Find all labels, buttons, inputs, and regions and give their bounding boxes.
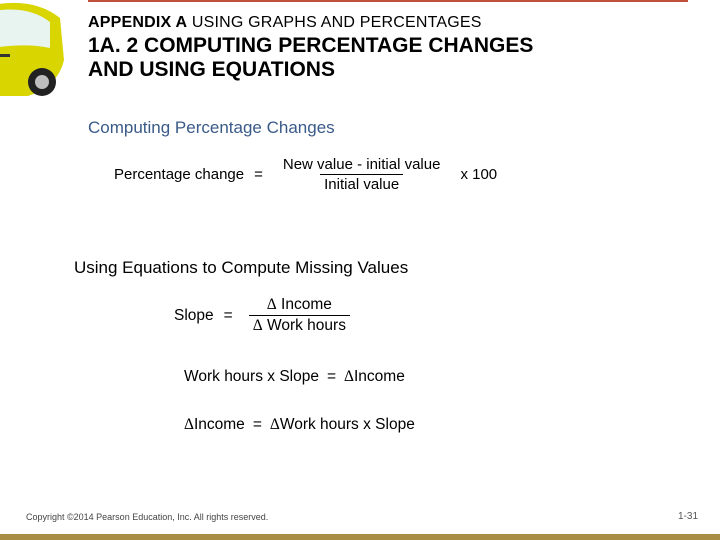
pc-lhs: Percentage change xyxy=(114,166,244,183)
pc-numerator: New value - initial value xyxy=(279,156,445,174)
eq2-left: Work hours x Slope xyxy=(184,368,319,386)
slope-eq: = xyxy=(224,307,233,325)
appendix-suffix: USING GRAPHS AND PERCENTAGES xyxy=(187,14,481,31)
title: 1A. 2 COMPUTING PERCENTAGE CHANGES AND U… xyxy=(88,34,688,82)
eq3-right-delta: Δ xyxy=(270,416,280,434)
slide: APPENDIX A USING GRAPHS AND PERCENTAGES … xyxy=(0,0,720,540)
section2-heading: Using Equations to Compute Missing Value… xyxy=(74,258,408,278)
header-block: APPENDIX A USING GRAPHS AND PERCENTAGES … xyxy=(88,14,688,82)
footer-bar xyxy=(0,534,720,540)
title-line-2: AND USING EQUATIONS xyxy=(88,58,688,82)
eq3-left-text: Income xyxy=(194,416,245,434)
pc-tail: x 100 xyxy=(460,166,497,183)
slope-formula: Slope = Δ Income Δ Work hours xyxy=(174,296,356,335)
eq2-eq: = xyxy=(327,368,336,386)
section1-heading: Computing Percentage Changes xyxy=(88,118,335,138)
eq3-left-delta: Δ xyxy=(184,416,194,434)
slope-lhs: Slope xyxy=(174,307,214,325)
title-underline xyxy=(88,0,688,2)
slope-fraction: Δ Income Δ Work hours xyxy=(249,296,350,335)
copyright-text: Copyright ©2014 Pearson Education, Inc. … xyxy=(26,512,268,522)
eq3-eq: = xyxy=(253,416,262,434)
pc-fraction: New value - initial value Initial value xyxy=(279,156,445,193)
pc-eq: = xyxy=(254,166,263,183)
appendix-prefix: APPENDIX A xyxy=(88,14,187,31)
page-number: 1-31 xyxy=(678,511,698,522)
percentage-change-formula: Percentage change = New value - initial … xyxy=(114,156,497,193)
eq-workhours-slope: Work hours x Slope = Δ Income xyxy=(184,368,405,386)
title-line-1: 1A. 2 COMPUTING PERCENTAGE CHANGES xyxy=(88,34,688,58)
eq2-right-text: Income xyxy=(354,368,405,386)
pc-denominator: Initial value xyxy=(320,174,403,193)
slope-num: Δ Income xyxy=(263,296,336,315)
slope-den: Δ Work hours xyxy=(249,315,350,335)
appendix-line: APPENDIX A USING GRAPHS AND PERCENTAGES xyxy=(88,14,688,32)
eq-income: Δ Income = Δ Work hours x Slope xyxy=(184,416,415,434)
car-illustration xyxy=(0,0,72,102)
eq2-right-delta: Δ xyxy=(344,368,354,386)
eq3-right-text: Work hours x Slope xyxy=(280,416,415,434)
